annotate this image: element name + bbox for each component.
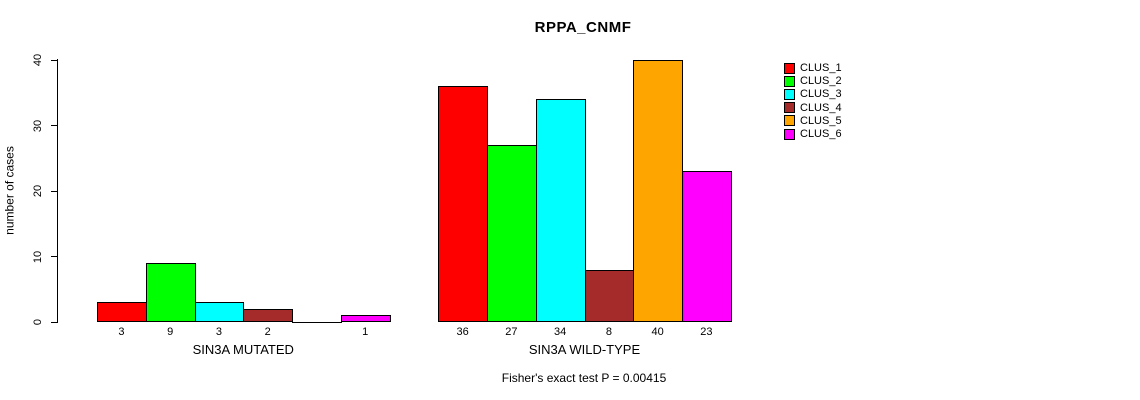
bar-clus_4 bbox=[243, 308, 293, 322]
legend-item-clus_3: CLUS_3 bbox=[784, 88, 842, 100]
y-axis-tick bbox=[51, 321, 58, 323]
legend-item-clus_1: CLUS_1 bbox=[784, 62, 842, 74]
y-axis-title: number of cases bbox=[2, 146, 17, 235]
bar-count-label: 34 bbox=[554, 326, 567, 338]
bar-count-label: 36 bbox=[456, 326, 469, 338]
bar-clus_5 bbox=[633, 60, 683, 322]
legend-item-clus_4: CLUS_4 bbox=[784, 102, 842, 114]
bar-count-label: 3 bbox=[118, 326, 125, 338]
legend-label: CLUS_5 bbox=[800, 114, 842, 127]
legend-label: CLUS_4 bbox=[800, 101, 842, 114]
y-axis-tick bbox=[51, 125, 58, 126]
bar-count-label: 1 bbox=[362, 326, 369, 338]
bar-count-label: 8 bbox=[605, 326, 612, 338]
bar-clus_4 bbox=[584, 269, 635, 322]
bar-clus_3 bbox=[194, 302, 245, 322]
y-axis-tick-label: 40 bbox=[32, 53, 44, 67]
y-axis-tick-label: 20 bbox=[32, 184, 44, 198]
x-axis-group-label: SIN3A WILD-TYPE bbox=[528, 342, 641, 357]
legend-item-clus_2: CLUS_2 bbox=[784, 75, 842, 87]
legend-swatch-icon bbox=[784, 88, 795, 100]
bar-clus_1 bbox=[97, 302, 147, 322]
bar-count-label: 40 bbox=[651, 326, 664, 338]
bar-clus_1 bbox=[438, 86, 488, 322]
legend-label: CLUS_2 bbox=[800, 75, 842, 88]
legend-swatch-icon bbox=[784, 115, 795, 127]
y-axis-tick bbox=[51, 256, 58, 257]
bar-clus_6 bbox=[682, 171, 732, 322]
bar-count-label: 9 bbox=[167, 326, 174, 338]
legend-swatch-icon bbox=[784, 128, 795, 140]
legend-item-clus_5: CLUS_5 bbox=[784, 115, 842, 127]
legend-label: CLUS_3 bbox=[800, 88, 842, 101]
legend-label: CLUS_1 bbox=[800, 62, 842, 74]
y-axis-tick-label: 10 bbox=[32, 250, 44, 263]
bar-count-label: 2 bbox=[264, 326, 271, 338]
bar-clus_3 bbox=[535, 99, 586, 322]
y-axis-tick bbox=[51, 190, 58, 192]
bar-clus_5-zero bbox=[292, 322, 342, 323]
legend-swatch-icon bbox=[784, 62, 795, 74]
bar-count-label: 3 bbox=[215, 326, 222, 338]
bar-clus_2 bbox=[487, 145, 537, 322]
y-axis-tick-label: 30 bbox=[32, 119, 44, 132]
bar-clus_2 bbox=[145, 263, 196, 322]
legend-swatch-icon bbox=[784, 102, 795, 114]
x-axis-group-label: SIN3A MUTATED bbox=[192, 342, 294, 357]
y-axis-tick-label: 0 bbox=[32, 318, 44, 326]
bar-count-label: 23 bbox=[700, 326, 713, 338]
legend-swatch-icon bbox=[784, 75, 795, 87]
bar-clus_6 bbox=[340, 315, 391, 322]
legend-item-clus_6: CLUS_6 bbox=[784, 128, 842, 140]
legend-label: CLUS_6 bbox=[800, 128, 842, 140]
chart-title: RPPA_CNMF bbox=[534, 19, 632, 36]
y-axis-tick bbox=[51, 59, 58, 61]
stat-test-annotation: Fisher's exact test P = 0.00415 bbox=[501, 371, 667, 385]
bar-count-label: 27 bbox=[505, 326, 518, 338]
